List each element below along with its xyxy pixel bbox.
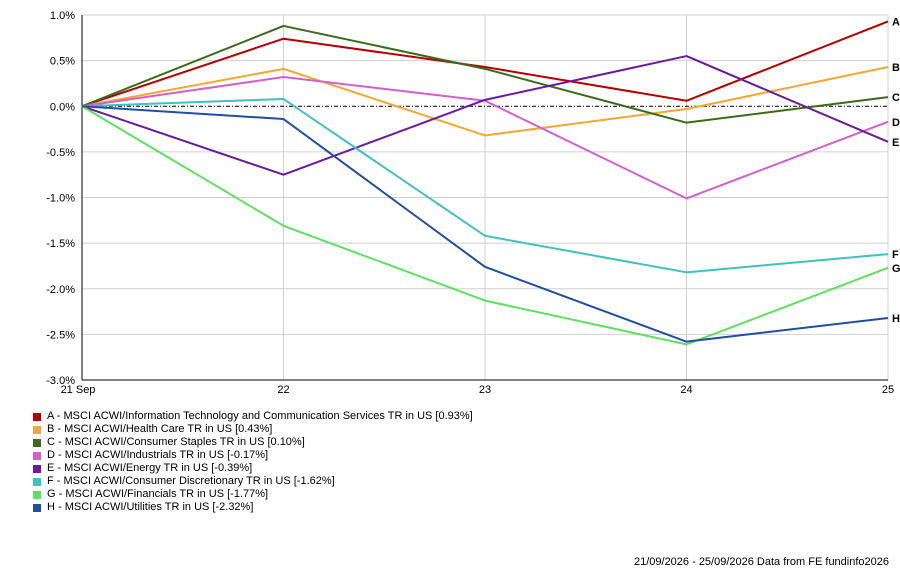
legend: A - MSCI ACWI/Information Technology and… — [33, 410, 473, 514]
x-tick-label: 25 — [882, 384, 894, 396]
legend-item-f: F - MSCI ACWI/Consumer Discretionary TR … — [33, 475, 473, 488]
y-tick-label: -3.0% — [46, 375, 75, 387]
series-end-label-e: E — [892, 137, 899, 149]
series-end-label-f: F — [892, 249, 899, 261]
y-tick-label: 0.5% — [50, 56, 75, 68]
series-line-f — [81, 97, 889, 274]
y-tick-label: 1.0% — [50, 10, 75, 22]
legend-swatch — [33, 425, 41, 434]
y-tick-label: -0.5% — [46, 147, 75, 159]
series-lines — [81, 20, 889, 346]
x-tick-label: 23 — [479, 384, 491, 396]
x-tick-label: 21 Sep — [61, 384, 96, 396]
series-end-label-c: C — [892, 92, 900, 104]
legend-label: B - MSCI ACWI/Health Care TR in US [0.43… — [47, 423, 273, 435]
legend-label: A - MSCI ACWI/Information Technology and… — [47, 410, 473, 422]
legend-item-e: E - MSCI ACWI/Energy TR in US [-0.39%] — [33, 462, 473, 475]
series-end-label-b: B — [892, 62, 900, 74]
series-end-label-h: H — [892, 313, 900, 325]
legend-item-b: B - MSCI ACWI/Health Care TR in US [0.43… — [33, 423, 473, 436]
legend-item-c: C - MSCI ACWI/Consumer Staples TR in US … — [33, 436, 473, 449]
y-axis-tick-labels: 1.0% 0.5% 0.0% -0.5% -1.0% -1.5% -2.0% -2.5% -3.… — [46, 10, 75, 387]
legend-label: F - MSCI ACWI/Consumer Discretionary TR … — [47, 475, 335, 487]
legend-swatch — [33, 477, 41, 486]
legend-swatch — [33, 438, 41, 447]
legend-swatch — [33, 490, 41, 499]
legend-swatch — [33, 503, 41, 512]
legend-swatch — [33, 412, 41, 421]
legend-item-g: G - MSCI ACWI/Financials TR in US [-1.77… — [33, 488, 473, 501]
legend-swatch — [33, 451, 41, 460]
series-line-c — [81, 24, 889, 124]
series-line-b — [81, 66, 889, 137]
series-line-g — [81, 105, 889, 346]
x-tick-label: 24 — [680, 384, 692, 396]
series-end-label-d: D — [892, 117, 900, 129]
legend-label: C - MSCI ACWI/Consumer Staples TR in US … — [47, 436, 305, 448]
y-tick-label: -1.5% — [46, 238, 75, 250]
y-tick-label: -2.5% — [46, 329, 75, 341]
legend-item-d: D - MSCI ACWI/Industrials TR in US [-0.1… — [33, 449, 473, 462]
legend-label: H - MSCI ACWI/Utilities TR in US [-2.32%… — [47, 501, 254, 513]
series-end-label-a: A — [892, 16, 900, 28]
x-tick-label: 22 — [277, 384, 289, 396]
series-end-label-g: G — [892, 263, 900, 275]
legend-label: G - MSCI ACWI/Financials TR in US [-1.77… — [47, 488, 269, 500]
legend-swatch — [33, 464, 41, 473]
series-line-a — [81, 20, 889, 108]
legend-item-h: H - MSCI ACWI/Utilities TR in US [-2.32%… — [33, 501, 473, 514]
data-source-footer: 21/09/2026 - 25/09/2026 Data from FE fun… — [633, 556, 889, 568]
series-line-h — [81, 105, 889, 343]
legend-item-a: A - MSCI ACWI/Information Technology and… — [33, 410, 473, 423]
x-axis-tick-labels: 21 Sep 22 23 24 25 — [61, 384, 895, 396]
line-chart: 1.0% 0.5% 0.0% -0.5% -1.0% -1.5% -2.0% -2.5% -3.… — [46, 10, 900, 396]
legend-label: E - MSCI ACWI/Energy TR in US [-0.39%] — [47, 462, 253, 474]
legend-label: D - MSCI ACWI/Industrials TR in US [-0.1… — [47, 449, 269, 461]
y-tick-label: 0.0% — [50, 101, 75, 113]
series-line-e — [81, 55, 889, 176]
y-tick-label: -2.0% — [46, 284, 75, 296]
y-tick-label: -1.0% — [46, 193, 75, 205]
series-end-labels: A B C DE FG H — [892, 16, 900, 325]
